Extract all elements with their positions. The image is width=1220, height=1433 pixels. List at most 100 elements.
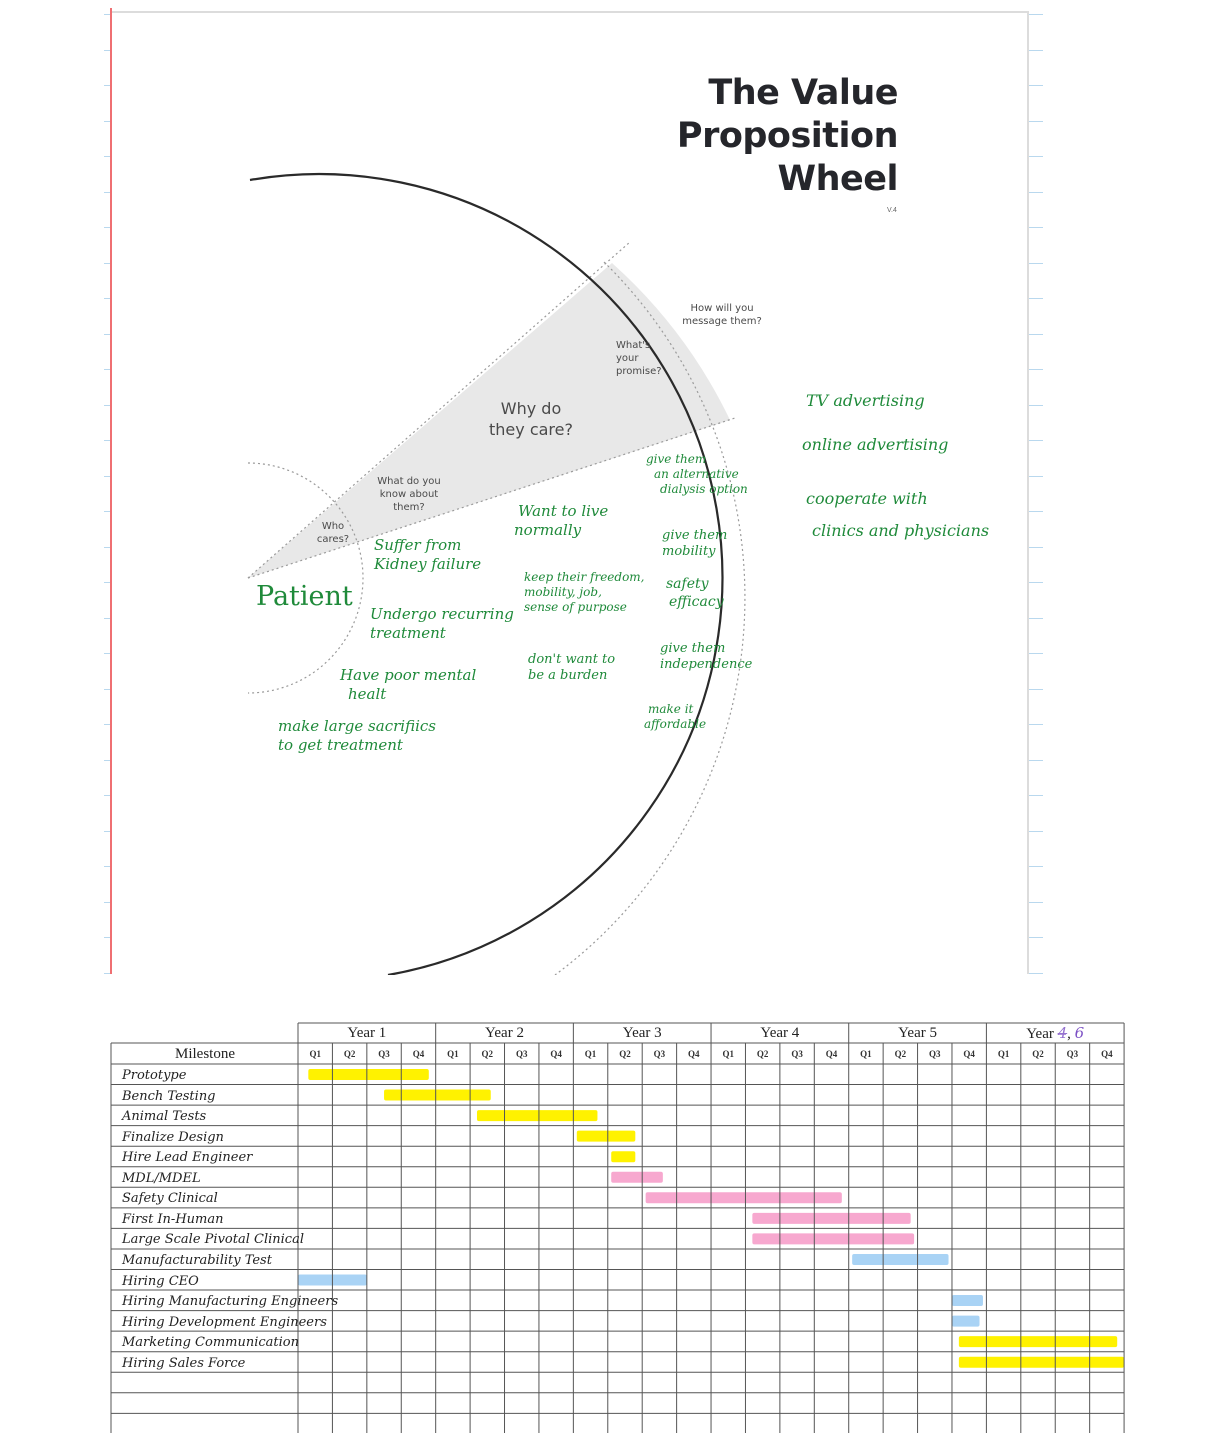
- rule-tick: [104, 653, 110, 654]
- rule-tick: [104, 617, 110, 619]
- quarter-label: Q1: [309, 1049, 321, 1059]
- note-message-1: TV advertising: [806, 391, 925, 410]
- rule-tick: [104, 511, 110, 512]
- milestone-label: Prototype: [122, 1068, 187, 1083]
- milestone-label: Safety Clinical: [122, 1191, 218, 1207]
- milestone-label: Hiring Development Engineers: [122, 1314, 327, 1330]
- rule-tick: [104, 404, 110, 406]
- paper-edge-right: [1027, 11, 1029, 974]
- rule-tick: [1029, 475, 1043, 477]
- rule-tick: [104, 191, 110, 193]
- quarter-label: Q2: [619, 1049, 631, 1059]
- rule-tick: [1029, 688, 1043, 690]
- milestone-label: Large Scale Pivotal Clinical: [122, 1232, 304, 1248]
- quarter-label: Q1: [860, 1049, 872, 1059]
- main-arc: [249, 172, 724, 975]
- note-care-2: keep their freedom, mobility, job, sense o…: [524, 570, 645, 614]
- rule-tick: [1029, 262, 1043, 264]
- quarter-label: Q2: [481, 1049, 494, 1059]
- rule-tick: [1029, 795, 1043, 796]
- gantt-bar: [384, 1089, 491, 1101]
- gantt-bar: [752, 1212, 911, 1224]
- year-label: Year 2: [485, 1025, 524, 1041]
- rule-tick: [104, 227, 110, 228]
- quarter-label: Q2: [1032, 1049, 1044, 1059]
- note-who-patient: Patient: [256, 581, 353, 612]
- milestone-label: Hiring Sales Force: [122, 1355, 246, 1371]
- quarter-label: Q4: [825, 1049, 838, 1059]
- notebook-margin-line: [110, 8, 112, 974]
- rule-tick: [1029, 617, 1043, 619]
- rule-tick: [104, 724, 110, 725]
- milestone-label: Hire Lead Engineer: [122, 1150, 253, 1166]
- rule-tick: [104, 475, 110, 477]
- gantt-bar: [611, 1171, 663, 1183]
- note-message-2: online advertising: [802, 435, 949, 454]
- quarter-label: Q4: [963, 1049, 975, 1059]
- page-title: The Value Proposition Wheel: [676, 73, 899, 199]
- note-know-2: Undergo recurring treatment: [370, 605, 514, 642]
- rule-tick: [104, 795, 110, 796]
- segment-label-what-do-you-know: What do you know about them?: [377, 476, 441, 513]
- quarter-label: Q4: [550, 1049, 562, 1059]
- quarter-label: Q2: [894, 1049, 907, 1059]
- quarter-label: Q4: [1101, 1049, 1113, 1059]
- wheel-diagram: [247, 172, 746, 975]
- gantt-bar: [611, 1151, 636, 1163]
- rule-tick: [1029, 546, 1043, 548]
- rule-tick: [1029, 937, 1043, 938]
- year-label: Year 3: [622, 1025, 662, 1041]
- segment-label-whats-your-promise: What's your promise?: [616, 340, 662, 377]
- rule-tick: [1029, 191, 1043, 193]
- rule-tick: [104, 369, 110, 370]
- rule-tick: [1029, 759, 1043, 761]
- segment-label-why-do-they-care: Why do they care?: [489, 399, 573, 439]
- rule-tick: [1029, 14, 1043, 15]
- rule-tick: [1029, 227, 1043, 228]
- milestone-header: Milestone: [175, 1046, 235, 1062]
- milestone-label: Finalize Design: [122, 1129, 224, 1145]
- note-promise-1: give them an alternative dialysis option: [646, 452, 748, 496]
- note-promise-4: give them independence: [660, 641, 753, 673]
- note-know-1: Suffer from Kidney failure: [374, 536, 482, 573]
- milestone-label: MDL/MDEL: [122, 1170, 201, 1186]
- milestone-label: Marketing Communication: [122, 1335, 299, 1351]
- rule-tick: [104, 866, 110, 867]
- rule-tick: [1029, 369, 1043, 370]
- year-label: Year 1: [347, 1025, 387, 1041]
- rule-tick: [104, 546, 110, 548]
- quarter-label: Q2: [756, 1049, 769, 1059]
- rule-tick: [104, 85, 110, 86]
- quarter-label: Q4: [688, 1049, 700, 1059]
- gantt-bar: [951, 1295, 983, 1307]
- quarter-label: Q2: [343, 1049, 356, 1059]
- quarter-label: Q1: [722, 1049, 734, 1059]
- gantt-bar: [476, 1110, 598, 1122]
- milestone-label: Animal Tests: [122, 1109, 207, 1125]
- note-message-3: cooperate with clinics and physicians: [806, 489, 990, 540]
- quarter-label: Q1: [997, 1049, 1010, 1059]
- rule-tick: [104, 901, 110, 903]
- rule-tick: [1029, 866, 1043, 867]
- rule-tick: [1029, 582, 1043, 583]
- rule-tick: [1029, 49, 1043, 51]
- quarter-label: Q1: [584, 1049, 597, 1059]
- rule-tick: [1029, 404, 1043, 406]
- rule-tick: [104, 759, 110, 761]
- rule-tick: [104, 937, 110, 938]
- outer-ring-promise: [554, 261, 746, 975]
- gantt-bar: [958, 1336, 1118, 1348]
- quarter-label: Q3: [378, 1049, 390, 1059]
- quarter-label: Q4: [412, 1049, 425, 1059]
- milestone-label: Bench Testing: [122, 1088, 216, 1104]
- quarter-label: Q3: [515, 1049, 528, 1059]
- rule-tick: [104, 262, 110, 264]
- rule-tick: [104, 14, 110, 15]
- gantt-bar: [752, 1233, 915, 1245]
- rule-tick: [104, 440, 110, 441]
- rule-tick: [1029, 724, 1043, 725]
- note-know-3: Have poor mental healt: [340, 666, 477, 703]
- gantt-bar: [958, 1356, 1125, 1368]
- note-promise-5: make it affordable: [644, 702, 707, 731]
- quarter-label: Q1: [447, 1049, 459, 1059]
